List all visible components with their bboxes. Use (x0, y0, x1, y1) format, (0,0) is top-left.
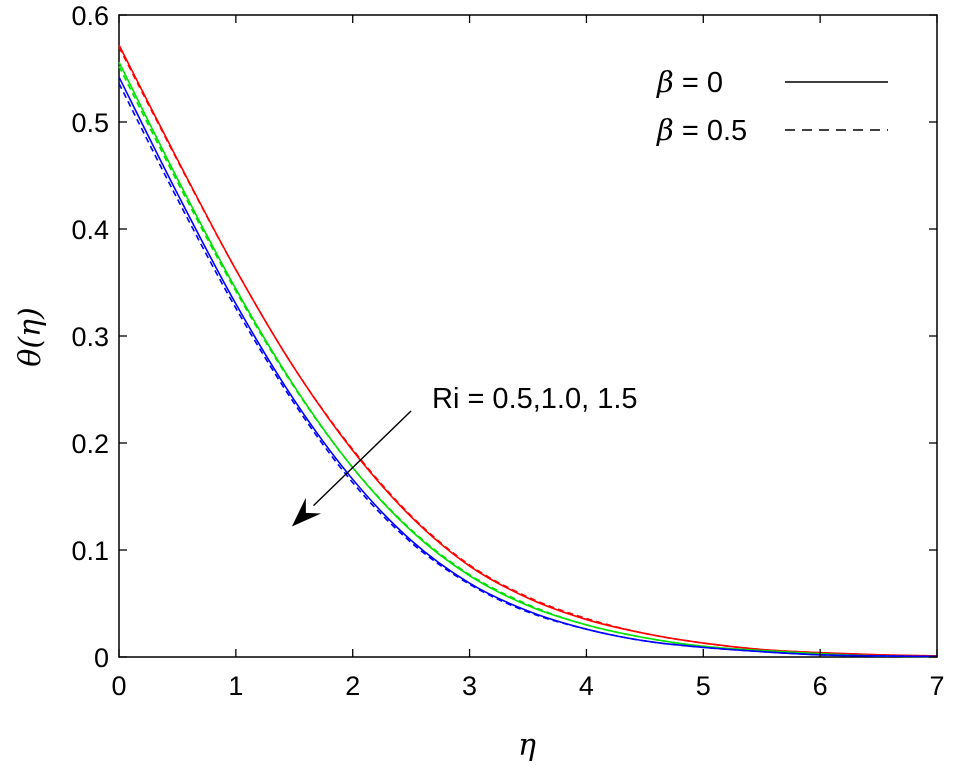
plot-frame (118, 14, 938, 658)
legend-text: = 0.5 (674, 115, 747, 147)
y-tick-label: 0.5 (71, 108, 109, 138)
annotation-arrow-head (291, 497, 322, 527)
y-tick-label: 0 (94, 643, 109, 673)
annotation-arrow-shaft (313, 410, 412, 507)
legend-symbol: β (656, 65, 674, 99)
y-tick-label: 0.6 (71, 1, 109, 31)
y-tick-label: 0.2 (71, 429, 109, 459)
x-tick-label: 3 (462, 671, 477, 701)
plot-border (118, 14, 938, 658)
legend-entry-label: β = 0 (656, 65, 723, 99)
series-layer (118, 44, 938, 658)
series-line-4 (118, 65, 938, 658)
y-tick-label: 0.1 (71, 536, 109, 566)
x-tick-label: 5 (696, 671, 711, 701)
y-tick-label: 0.3 (71, 322, 109, 352)
series-line-1 (118, 44, 938, 657)
legend: β = 0β = 0.5 (656, 65, 888, 147)
legend-symbol: β (656, 113, 674, 147)
series-line-5 (118, 76, 938, 658)
x-tick-label: 2 (345, 671, 360, 701)
x-tick-label: 0 (111, 671, 126, 701)
legend-text: = 0 (674, 67, 723, 99)
annotation-text: Ri = 0.5,1.0, 1.5 (432, 383, 638, 415)
y-axis-label: θ(η) (13, 307, 48, 366)
x-tick-label: 1 (228, 671, 243, 701)
x-tick-label: 4 (579, 671, 594, 701)
ticks-layer: 0 1 2 3 4 5 6 7 0 0.1 0.2 0.3 0.4 0.5 0.6 (71, 1, 944, 701)
series-line-2 (118, 46, 938, 657)
series-line-3 (118, 61, 938, 658)
x-tick-label: 7 (929, 671, 944, 701)
series-line-6 (118, 83, 938, 658)
legend-entry-label: β = 0.5 (656, 113, 747, 147)
x-tick-label: 6 (813, 671, 828, 701)
y-tick-label: 0.4 (71, 215, 109, 245)
x-axis-label: η (518, 728, 536, 763)
annotation: Ri = 0.5,1.0, 1.5 (291, 383, 638, 527)
